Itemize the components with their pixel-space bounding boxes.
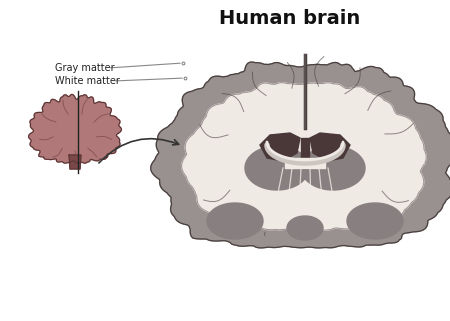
Polygon shape (301, 138, 309, 168)
Polygon shape (347, 203, 403, 239)
Text: Gray matter: Gray matter (55, 63, 115, 73)
Polygon shape (301, 146, 365, 190)
Polygon shape (310, 133, 350, 161)
Polygon shape (69, 155, 81, 169)
Polygon shape (28, 94, 122, 163)
Polygon shape (287, 216, 323, 240)
Polygon shape (245, 146, 309, 190)
Polygon shape (207, 203, 263, 239)
Polygon shape (285, 158, 325, 168)
Polygon shape (151, 62, 450, 248)
Polygon shape (260, 133, 300, 161)
Text: Human brain: Human brain (220, 9, 360, 28)
Text: White matter: White matter (55, 76, 120, 86)
Polygon shape (182, 83, 426, 230)
